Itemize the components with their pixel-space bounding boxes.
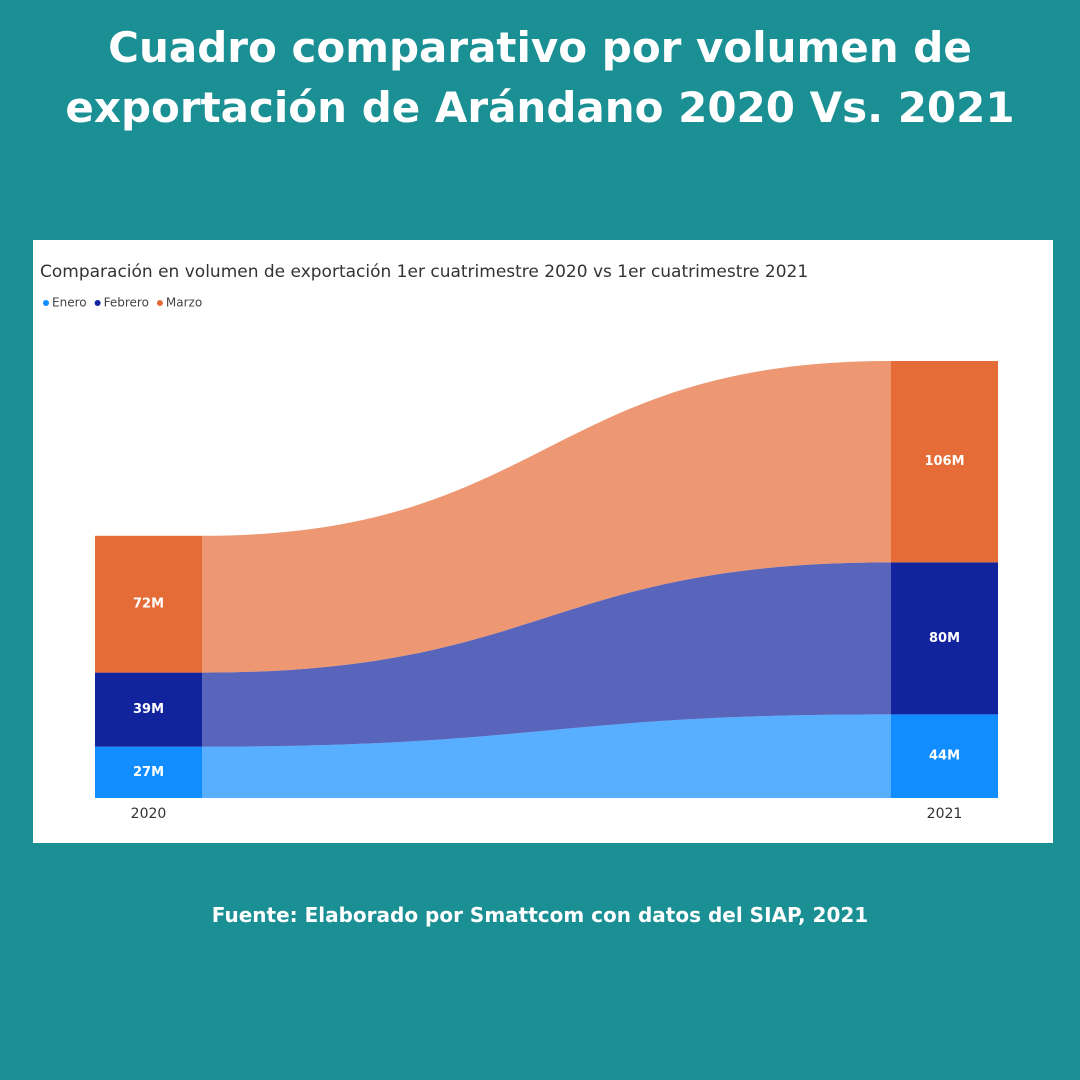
x-tick-label: 2020 [131,806,167,822]
bar [891,714,998,798]
legend-label: Enero [52,296,87,310]
data-label: 27M [133,765,164,780]
legend-label: Marzo [166,296,202,310]
bar [95,672,202,747]
legend: Enero Febrero Marzo [43,296,202,310]
source-note: Fuente: Elaborado por Smattcom con datos… [211,903,869,927]
x-tick-label: 2021 [927,806,963,822]
ribbon [202,361,891,673]
ribbon [202,562,891,747]
bar [891,361,998,563]
page-title: Cuadro comparativo por volumen de export… [65,23,1015,132]
legend-marker [156,300,163,306]
data-label: 80M [929,631,960,646]
chart: Comparación en volumen de exportación 1e… [33,240,1053,843]
chart-title: Comparación en volumen de exportación 1e… [40,262,808,282]
bar [95,746,202,798]
data-label: 39M [133,702,164,717]
data-label: 72M [133,597,164,612]
legend-label: Febrero [104,296,149,310]
data-label: 106M [924,454,964,469]
bar [891,562,998,715]
legend-marker [94,300,101,306]
data-label: 44M [929,749,960,764]
bar [95,535,202,673]
legend-marker [43,300,49,306]
ribbon [202,714,891,798]
